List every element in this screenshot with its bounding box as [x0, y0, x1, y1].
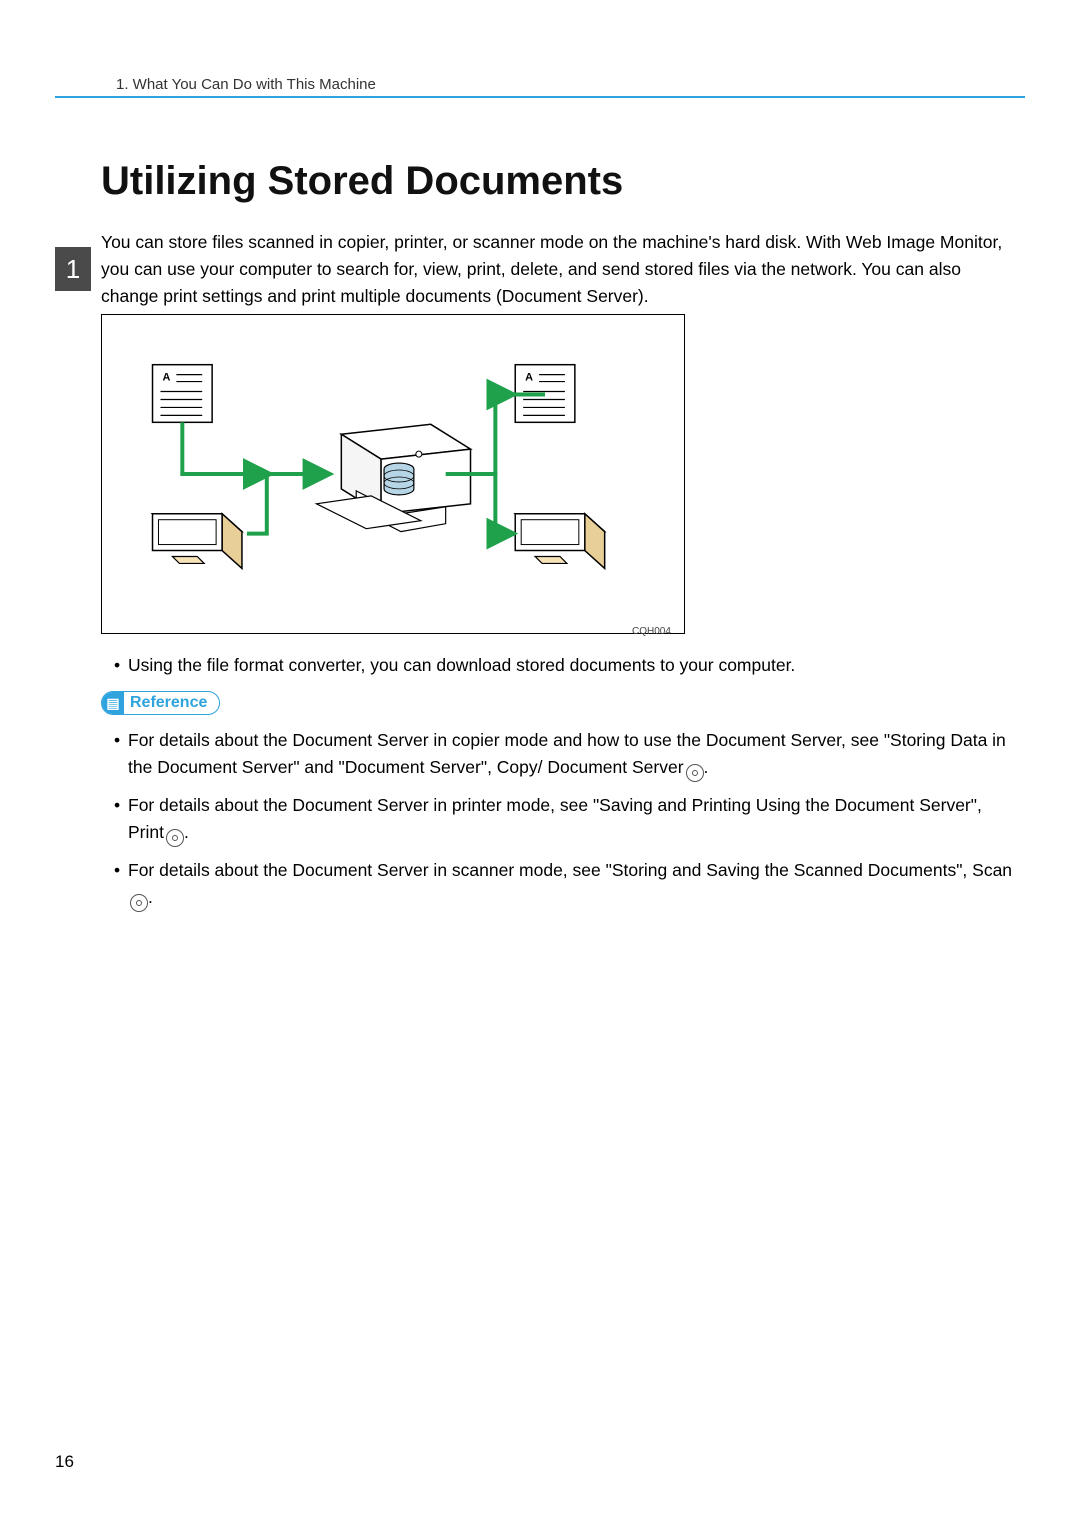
page-number: 16 [55, 1452, 74, 1472]
reference-item-3-after: . [148, 887, 153, 907]
reference-item-2-after: . [184, 822, 189, 842]
reference-badge: ▤ Reference [101, 691, 220, 715]
chapter-number-tab: 1 [55, 247, 91, 291]
monitor-icon-right [515, 514, 604, 569]
body-bullet-1: Using the file format converter, you can… [128, 652, 1020, 678]
doc-label-a-left: A [162, 372, 170, 384]
reference-list: For details about the Document Server in… [128, 727, 1020, 922]
diagram-svg: A A [102, 315, 684, 633]
reference-item-2: For details about the Document Server in… [128, 792, 1020, 847]
page-title: Utilizing Stored Documents [101, 159, 623, 204]
doc-label-a-right: A [525, 372, 533, 384]
reference-item-3-text: For details about the Document Server in… [128, 860, 1012, 880]
cd-icon [166, 829, 184, 847]
printer-icon [316, 424, 470, 531]
document-icon-left: A [153, 365, 213, 423]
cd-icon [686, 764, 704, 782]
diagram-caption: CQH004 [632, 626, 671, 637]
reference-item-3: For details about the Document Server in… [128, 857, 1020, 912]
reference-item-1-text: For details about the Document Server in… [128, 730, 1006, 777]
reference-icon: ▤ [102, 691, 124, 715]
reference-label: Reference [130, 694, 207, 712]
reference-item-1-after: . [704, 757, 709, 777]
page-header-breadcrumb: 1. What You Can Do with This Machine [116, 76, 376, 93]
reference-item-1: For details about the Document Server in… [128, 727, 1020, 782]
reference-item-2-text: For details about the Document Server in… [128, 795, 982, 842]
cd-icon [130, 894, 148, 912]
disk-icon [384, 463, 414, 495]
intro-paragraph: You can store files scanned in copier, p… [101, 229, 1020, 310]
monitor-icon-left [153, 514, 242, 569]
header-rule [55, 96, 1025, 98]
workflow-diagram: A A [101, 314, 685, 634]
